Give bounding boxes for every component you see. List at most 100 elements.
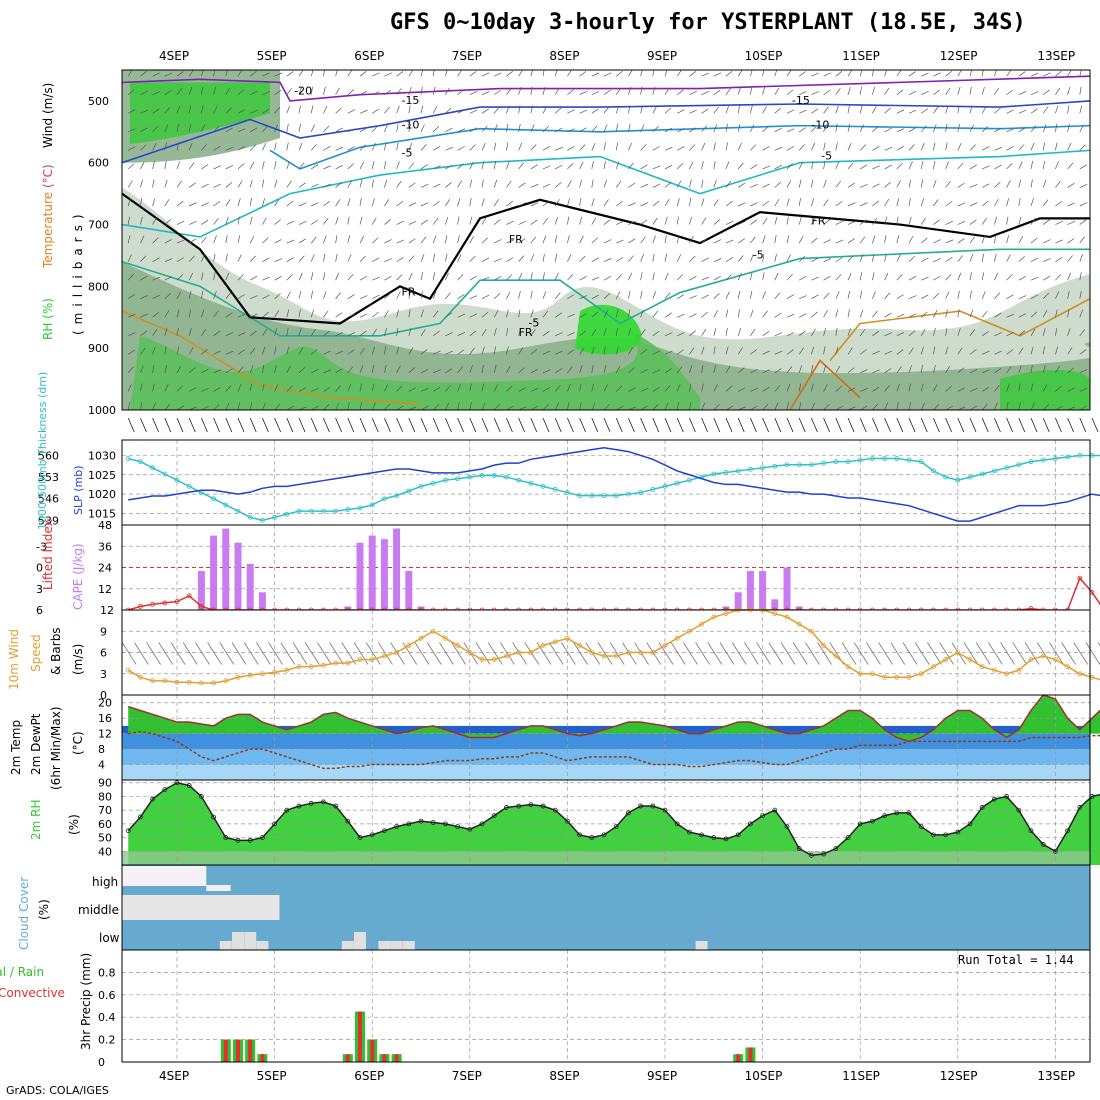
upper-wind-barb [713,239,722,244]
upper-wind-barb [286,274,293,281]
upper-wind-barb [835,180,842,188]
upper-wind-barb [750,349,757,355]
sfc-wind-barb [640,417,647,433]
upper-wind-barb [152,276,161,281]
upper-wind-barb [469,161,474,170]
upper-wind-barb [530,124,535,132]
upper-wind-barb [945,239,954,244]
upper-wind-barb [579,198,582,207]
upper-wind-barb [555,350,563,355]
wind10-barb [890,642,906,665]
upper-wind-barb [982,165,990,170]
upper-wind-barb [408,367,415,374]
thickness-line-point [296,508,302,514]
upper-wind-barb [286,309,290,318]
date-label-top: 12SEP [940,49,978,63]
wind10-barb [512,642,527,665]
contour-label: FR [401,286,415,299]
upper-wind-barb [213,86,216,95]
upper-wind-barb [908,255,916,262]
upper-wind-barb [493,179,498,188]
wind10-speed-line-point [162,678,168,684]
date-label-bottom: 4SEP [159,1069,189,1083]
upper-wind-barb [713,258,722,262]
upper-wind-barb [1055,327,1058,336]
upper-wind-barb [933,124,937,132]
upper-wind-barb [213,387,221,392]
upper-wind-barb [994,292,1001,299]
upper-wind-barb [530,105,534,114]
upper-wind-barb [762,70,765,77]
upper-wind-barb [445,368,453,374]
upper-wind-barb [225,332,234,337]
upper-wind-barb [591,294,600,300]
upper-wind-barb [518,272,523,281]
upper-wind-barb [1006,349,1014,355]
upper-wind-barb [225,127,233,133]
sfc-wind-barb [213,417,220,433]
sfc-wind-barb [1079,417,1087,433]
upper-wind-barb [189,406,197,410]
upper-wind-barb [603,258,612,262]
cloud-label: Cloud Cover [17,877,31,950]
upper-wind-barb [359,313,368,318]
wind10-barb [939,642,954,665]
upper-wind-barb [384,403,391,410]
sfc-wind-barb [1091,417,1099,433]
upper-wind-barb [408,162,415,170]
upper-wind-barb [274,328,278,336]
upper-wind-barb [640,183,649,188]
upper-wind-barb [432,310,439,318]
upper-wind-barb [664,385,671,392]
upper-wind-barb [750,105,753,114]
cloud-middle-label: middle [78,903,119,917]
upper-wind-barb [250,313,258,318]
upper-wind-barb [786,198,790,207]
upper-wind-barb [1067,220,1076,225]
wind10-speed-line-point [857,671,863,677]
upper-wind-barb [359,365,364,374]
upper-wind-barb [359,330,367,337]
upper-wind-barb [872,126,879,133]
thickness-line-point [796,462,802,468]
upper-wind-barb [713,160,716,169]
sfc-wind-barb [188,417,196,433]
upper-wind-barb [310,309,315,318]
upper-air-fill [122,70,1090,410]
rh-line-point [784,824,790,830]
upper-wind-barb [530,219,538,225]
upper-wind-barb [859,329,866,337]
upper-wind-barb [164,403,171,410]
cloud-unit-label: (%) [37,899,51,920]
upper-wind-barb [969,369,978,374]
upper-wind-barb [152,364,155,373]
upper-wind-barb [347,402,350,410]
upper-wind-barb [518,70,524,77]
upper-wind-barb [603,365,607,373]
upper-wind-barb [920,125,927,133]
cloud-mid-block [122,895,280,920]
upper-wind-barb [664,368,672,374]
upper-wind-barb [713,124,718,132]
upper-wind-barb [603,310,609,318]
upper-wind-barb [396,161,400,170]
upper-wind-barb [725,123,728,132]
cape-bar [356,542,364,610]
rh-shade-4 [130,82,270,145]
upper-wind-barb [872,217,878,225]
upper-wind-barb [994,368,1002,374]
upper-wind-barb [152,346,156,355]
upper-wind-barb [347,146,355,151]
rh-shade-2 [130,330,700,410]
upper-wind-barb [591,161,594,169]
upper-wind-barb [249,216,253,225]
upper-wind-barb [335,385,342,392]
upper-wind-barb [518,238,526,244]
upper-wind-barb [701,125,708,133]
upper-wind-barb [652,146,660,151]
upper-wind-barb [1055,257,1063,262]
upper-wind-barb [945,161,949,170]
upper-wind-barb [432,86,436,95]
upper-wind-barb [347,216,350,225]
upper-wind-barb [1018,198,1021,207]
